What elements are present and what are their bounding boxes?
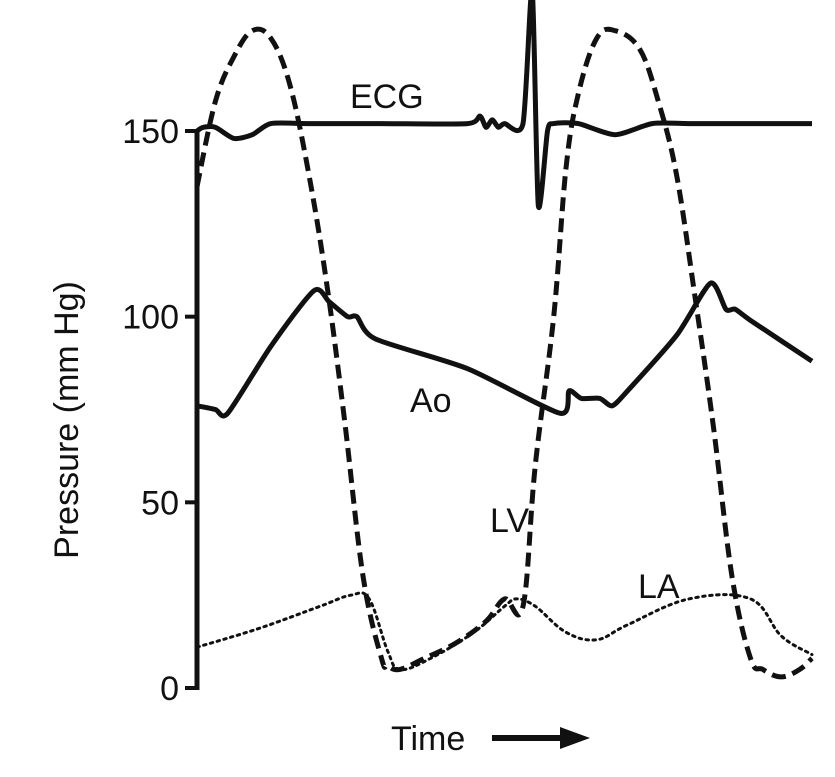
- x-axis-title: Time: [391, 720, 465, 758]
- y-tick-label: 50: [141, 484, 179, 522]
- x-axis-title-group: Time: [391, 720, 590, 758]
- curve-label-ao: Ao: [410, 382, 452, 420]
- curve-label-ecg: ECG: [350, 78, 424, 116]
- series-line-ao: [196, 280, 814, 419]
- curve-label-la: LA: [638, 568, 680, 606]
- curve-label-lv: LV: [490, 502, 529, 540]
- curve-labels: ECG Ao LV LA: [350, 78, 680, 606]
- series-line-la: [195, 591, 814, 672]
- series-line-ecg: [195, 0, 812, 211]
- y-ticks: 0 50 100 150: [122, 113, 197, 708]
- series-group: [194, 0, 814, 680]
- y-tick-label: 100: [122, 299, 179, 337]
- arrow-right-icon: [492, 727, 590, 749]
- y-tick-label: 0: [160, 670, 179, 708]
- y-axis-title: Pressure (mm Hg): [48, 281, 86, 559]
- series-line-lv: [194, 26, 814, 680]
- y-tick-label: 150: [122, 113, 179, 151]
